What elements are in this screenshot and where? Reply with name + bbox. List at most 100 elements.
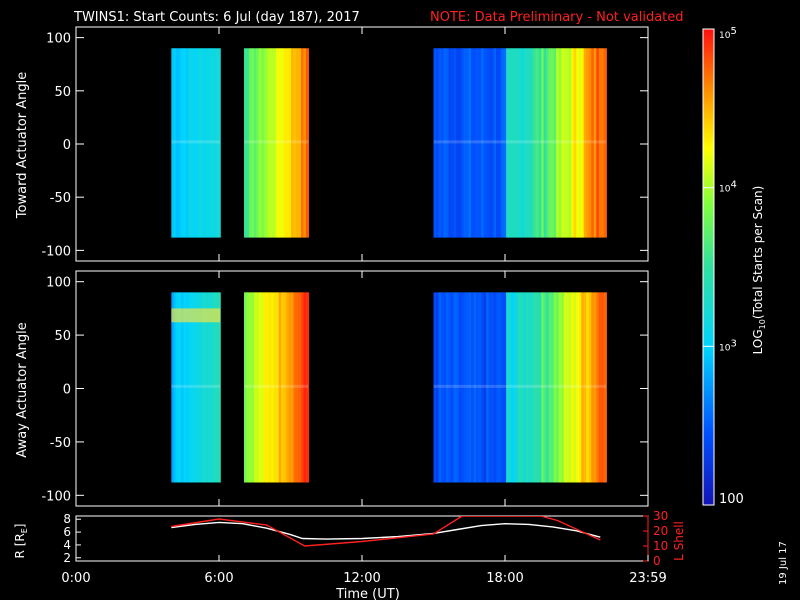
heatmap-column xyxy=(256,292,260,483)
heatmap-column xyxy=(571,292,575,483)
heatmap-column xyxy=(273,48,277,238)
y-axis-label-lshell: L Shell xyxy=(672,521,686,561)
heatmap-column xyxy=(483,48,487,238)
heatmap-column xyxy=(501,292,505,483)
y-tick-label-t: 100 xyxy=(46,32,71,47)
chart-note: NOTE: Data Preliminary - Not validated xyxy=(430,10,684,25)
heatmap-column xyxy=(488,48,492,238)
heatmap-column xyxy=(205,48,209,238)
colorbar-tick-label: 100 xyxy=(719,492,744,507)
heatmap-column xyxy=(198,292,202,483)
y-axis-label-radius: R [RE] xyxy=(13,524,29,559)
heatmap-column xyxy=(566,292,570,483)
heatmap-column xyxy=(286,292,290,483)
x-axis-label: Time (UT) xyxy=(335,587,400,600)
heatmap-column xyxy=(553,292,557,483)
heatmap-column xyxy=(598,48,602,238)
heatmap-column xyxy=(436,292,440,483)
heatmap-column xyxy=(543,292,547,483)
lshell-line xyxy=(171,516,601,547)
heatmap-column xyxy=(190,48,194,238)
heatmap-column xyxy=(190,292,194,483)
heatmap-column xyxy=(215,48,219,238)
heatmap-column xyxy=(291,292,295,483)
heatmap-column xyxy=(458,48,462,238)
heatmap-column xyxy=(256,48,260,238)
heatmap-column xyxy=(463,292,467,483)
x-tick-label: 23:59 xyxy=(629,571,666,586)
y-axis-label-toward: Toward Actuator Angle xyxy=(15,72,30,219)
heatmap-column xyxy=(491,48,495,238)
heatmap-column xyxy=(518,48,522,238)
heatmap-column xyxy=(586,292,590,483)
heatmap-column xyxy=(281,292,285,483)
heatmap-column xyxy=(210,292,214,483)
heatmap-column xyxy=(468,48,472,238)
heatmap-column xyxy=(195,292,199,483)
heatmap-column xyxy=(451,292,455,483)
heatmap-column xyxy=(283,292,287,483)
heatmap-column xyxy=(463,48,467,238)
heatmap-column xyxy=(176,48,180,238)
y-tick-label-a: -100 xyxy=(41,489,71,504)
heatmap-column xyxy=(453,292,457,483)
heatmap-column xyxy=(261,48,265,238)
heatmap-segment xyxy=(244,292,309,483)
heatmap-column xyxy=(603,48,607,238)
radius-line xyxy=(171,521,601,540)
heatmap-column xyxy=(573,292,577,483)
heatmap-column xyxy=(283,48,287,238)
heatmap-column xyxy=(496,48,500,238)
heatmap-column xyxy=(448,292,452,483)
heatmap-column xyxy=(568,292,572,483)
heatmap-column xyxy=(185,292,190,483)
heatmap-column xyxy=(300,292,305,483)
heatmap-column xyxy=(281,48,285,238)
heatmap-column xyxy=(511,292,515,483)
heatmap-column xyxy=(291,48,295,238)
x-tick-label: 18:00 xyxy=(486,571,523,586)
heatmap-column xyxy=(461,292,465,483)
heatmap-column xyxy=(185,48,190,238)
heatmap-column xyxy=(531,48,535,238)
heatmap-column xyxy=(200,48,204,238)
heatmap-column xyxy=(293,292,297,483)
heatmap-column xyxy=(593,48,597,238)
heatmap-column xyxy=(596,292,600,483)
heatmap-segment xyxy=(433,48,607,238)
heatmap-column xyxy=(586,48,590,238)
heatmap-panel-away: 100 50 0 -50 -100 xyxy=(41,270,649,507)
heatmap-column xyxy=(576,48,580,238)
eph-left-tick-label: 4 xyxy=(63,538,71,552)
heatmap-column xyxy=(178,292,182,483)
heatmap-column xyxy=(271,292,275,483)
heatmap-column xyxy=(286,48,290,238)
heatmap-column xyxy=(446,48,450,238)
heatmap-column xyxy=(546,292,550,483)
heatmap-column xyxy=(501,48,505,238)
heatmap-column xyxy=(601,48,605,238)
heatmap-column xyxy=(446,292,450,483)
y-tick-label-t: -100 xyxy=(41,244,71,259)
heatmap-column xyxy=(188,48,192,238)
heatmap-column xyxy=(478,48,482,238)
colorbar-label: LOG10(Total Starts per Scan) xyxy=(751,186,767,355)
heatmap-column xyxy=(258,292,262,483)
heatmap-column xyxy=(212,48,216,238)
y-tick-label-a: 100 xyxy=(46,276,71,291)
heatmap-column xyxy=(198,48,202,238)
heatmap-column xyxy=(207,292,212,483)
heatmap-zero-band xyxy=(171,384,221,388)
heatmap-column xyxy=(217,48,221,238)
heatmap-column xyxy=(263,292,267,483)
heatmap-column xyxy=(443,292,447,483)
heatmap-column xyxy=(207,48,212,238)
heatmap-column xyxy=(566,48,570,238)
heatmap-column xyxy=(453,48,457,238)
heatmap-column xyxy=(456,292,460,483)
heatmap-column xyxy=(288,48,292,238)
heatmap-column xyxy=(266,48,270,238)
heatmap-column xyxy=(521,292,525,483)
heatmap-highlight-band xyxy=(171,308,221,323)
